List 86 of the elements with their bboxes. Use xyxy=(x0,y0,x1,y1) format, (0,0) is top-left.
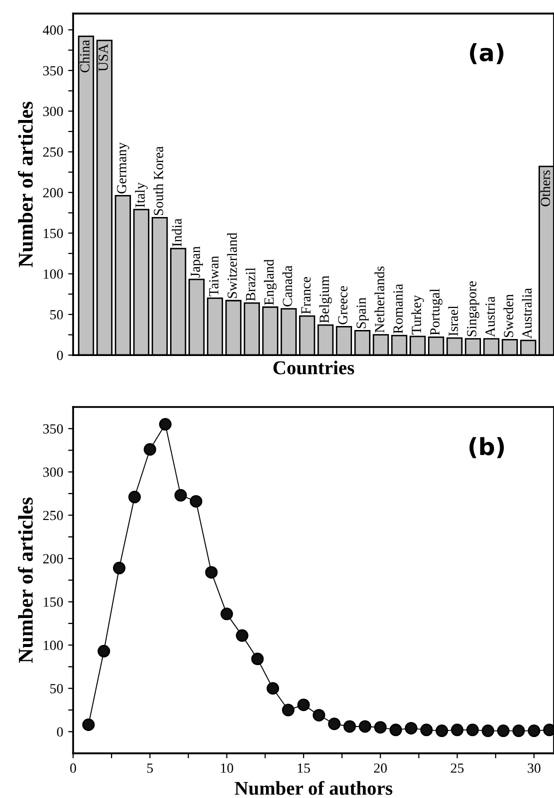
point xyxy=(358,720,372,733)
x-axis-title: Countries xyxy=(273,360,354,374)
point xyxy=(128,490,141,504)
point xyxy=(390,724,402,736)
x-tick-label: Greece xyxy=(338,286,348,324)
point xyxy=(404,722,418,734)
x-tick-label: 30 xyxy=(528,763,540,773)
x-tick-label: Spain xyxy=(356,298,369,328)
point xyxy=(436,724,448,738)
x-tick-label: England xyxy=(264,259,277,306)
x-tick-label: Romania xyxy=(393,284,403,334)
point xyxy=(112,562,126,574)
x-tick-label: India xyxy=(172,218,182,246)
x-tick-label: South Korea xyxy=(153,146,164,216)
point xyxy=(266,682,280,695)
x-tick-label: Switzerland xyxy=(227,232,237,298)
point xyxy=(98,644,110,658)
point xyxy=(343,720,356,733)
x-tick-label: Portugal xyxy=(430,288,442,336)
point xyxy=(174,489,187,502)
x-tick-label: 0 xyxy=(70,763,76,773)
x-tick-label: Netherlands xyxy=(374,266,384,333)
x-tick-label: 5 xyxy=(147,764,153,773)
y-tick-label: 350 xyxy=(43,424,63,434)
y-tick-label: 50 xyxy=(50,684,63,694)
point xyxy=(374,721,387,734)
x-tick-label: Canada xyxy=(282,266,292,306)
y-tick-label: 100 xyxy=(44,269,63,279)
point xyxy=(482,724,494,738)
point xyxy=(466,724,479,736)
y-tick-label: 0 xyxy=(56,350,63,360)
point xyxy=(328,718,341,730)
point xyxy=(512,724,525,738)
y-tick-label: 250 xyxy=(43,510,63,520)
point xyxy=(528,724,540,738)
point xyxy=(420,724,433,736)
x-tick-label: Taiwan xyxy=(209,256,218,296)
x-tick-label: 20 xyxy=(374,763,387,773)
x-tick-label: France xyxy=(301,277,311,314)
y-axis-title: Number of articles xyxy=(18,498,33,663)
x-tick-label: Brazil xyxy=(246,268,256,301)
x-tick-label: Australia xyxy=(522,288,532,339)
x-tick-label: Austria xyxy=(486,296,495,337)
y-tick-label: 150 xyxy=(44,597,63,607)
point xyxy=(450,724,464,736)
y-tick-label: 200 xyxy=(43,188,63,198)
point xyxy=(312,708,326,722)
y-tick-label: 100 xyxy=(44,640,63,650)
point xyxy=(220,608,234,620)
y-tick-label: 50 xyxy=(50,310,63,320)
point xyxy=(236,629,248,642)
point xyxy=(144,443,156,456)
y-tick-label: 400 xyxy=(42,25,63,35)
y-axis-title: Number of articles xyxy=(18,102,33,268)
x-tick-label: Japan xyxy=(190,246,203,278)
x-tick-label: 10 xyxy=(221,763,234,773)
y-tick-label: 150 xyxy=(44,228,63,238)
y-tick-label: 300 xyxy=(43,106,63,116)
x-tick-label: Others xyxy=(540,170,550,206)
point xyxy=(190,495,202,508)
annotation: (b) xyxy=(469,437,504,458)
x-axis-title: Number of authors xyxy=(234,780,392,795)
y-tick-label: 0 xyxy=(56,727,63,737)
point xyxy=(159,418,172,431)
point xyxy=(251,652,264,666)
x-tick-label: Sweden xyxy=(503,294,514,338)
x-tick-label: 15 xyxy=(298,764,310,773)
y-tick-label: 300 xyxy=(43,468,63,477)
x-tick-label: China xyxy=(80,40,90,72)
x-tick-label: 25 xyxy=(450,763,464,773)
x-tick-label: USA xyxy=(98,44,108,72)
x-tick-label: Singapore xyxy=(467,281,480,336)
x-tick-label: Germany xyxy=(116,142,130,194)
annotation: (a) xyxy=(470,43,504,64)
point xyxy=(497,724,510,738)
point xyxy=(282,704,294,716)
x-tick-label: Italy xyxy=(134,182,148,208)
y-tick-label: 350 xyxy=(43,66,63,76)
y-tick-label: 200 xyxy=(43,554,63,564)
x-tick-label: Israel xyxy=(448,306,458,336)
x-tick-label: Turkey xyxy=(411,295,424,334)
y-tick-label: 250 xyxy=(43,147,63,157)
point xyxy=(297,698,310,712)
point xyxy=(82,718,95,731)
point xyxy=(205,566,218,579)
x-tick-label: Belgium xyxy=(319,276,332,323)
